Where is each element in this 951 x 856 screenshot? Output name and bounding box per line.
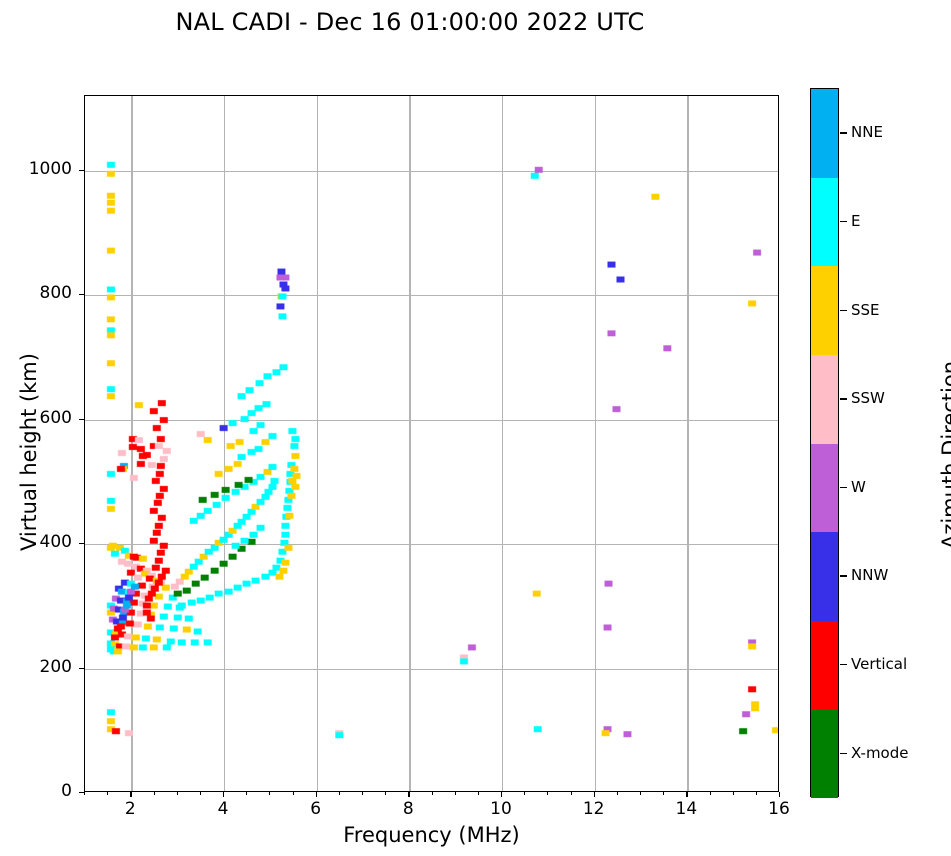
- scatter-data-layer: [85, 96, 778, 791]
- x-tick-minor: [269, 792, 271, 795]
- x-axis-title: Frequency (MHz): [343, 823, 520, 847]
- colorbar-label-w: W: [851, 477, 866, 496]
- x-tick-minor: [84, 792, 86, 795]
- colorbar: [810, 88, 839, 798]
- x-tick-label: 10: [490, 799, 512, 819]
- colorbar-label-nne: NNE: [851, 123, 883, 142]
- x-tick-minor: [176, 792, 178, 795]
- y-tick: [79, 294, 84, 296]
- x-tick-minor: [547, 792, 549, 795]
- colorbar-tick: [840, 132, 847, 134]
- x-tick-label: 16: [768, 799, 790, 819]
- colorbar-label-vertical: Vertical: [851, 655, 908, 674]
- colorbar-segment-x-mode: [811, 709, 838, 798]
- y-tick-label: 0: [61, 781, 72, 801]
- y-axis-title: Virtual height (km): [17, 353, 41, 551]
- x-tick-minor: [199, 792, 201, 795]
- colorbar-tick: [840, 486, 847, 489]
- x-tick-label: 8: [402, 799, 414, 819]
- x-tick-label: 6: [310, 799, 322, 819]
- x-tick-minor: [292, 792, 294, 795]
- y-tick-label: 600: [39, 407, 72, 428]
- x-tick-minor: [640, 792, 642, 795]
- x-tick: [130, 792, 132, 797]
- x-tick-minor: [709, 792, 711, 795]
- y-tick-label: 400: [39, 532, 72, 553]
- colorbar-segment-nnw: [811, 532, 838, 621]
- x-tick-minor: [570, 792, 572, 795]
- y-tick-label: 800: [39, 283, 72, 304]
- y-tick: [79, 543, 84, 545]
- colorbar-tick: [840, 398, 847, 400]
- colorbar-tick: [840, 575, 847, 577]
- x-tick: [686, 792, 688, 797]
- x-tick-minor: [732, 792, 734, 795]
- x-tick-minor: [454, 792, 456, 795]
- ionogram-plot: [84, 95, 779, 792]
- y-tick: [79, 418, 84, 420]
- x-tick-minor: [362, 792, 364, 795]
- x-tick: [408, 792, 410, 797]
- x-tick: [779, 792, 781, 797]
- colorbar-label-nnw: NNW: [851, 566, 889, 585]
- x-tick-minor: [246, 792, 248, 795]
- colorbar-segment-vertical: [811, 620, 838, 710]
- x-tick-minor: [524, 792, 526, 795]
- x-tick: [501, 792, 503, 797]
- colorbar-tick: [840, 220, 847, 223]
- x-tick: [315, 792, 317, 797]
- x-tick-minor: [338, 792, 340, 795]
- x-tick-minor: [616, 792, 618, 795]
- x-tick-minor: [663, 792, 665, 795]
- y-tick-label: 200: [39, 656, 72, 677]
- colorbar-segment-nne: [811, 89, 838, 178]
- colorbar-label-x-mode: X-mode: [851, 743, 909, 762]
- x-tick-minor: [385, 792, 387, 795]
- x-tick-label: 12: [582, 799, 605, 819]
- colorbar-title: Azimuth Direction: [938, 360, 951, 550]
- x-tick-label: 2: [124, 799, 136, 819]
- y-tick: [79, 169, 84, 171]
- colorbar-label-ssw: SSW: [851, 389, 885, 408]
- x-tick-minor: [107, 792, 109, 795]
- y-tick-label: 1000: [28, 158, 72, 179]
- y-tick: [79, 667, 84, 669]
- colorbar-segment-sse: [811, 266, 838, 355]
- y-tick: [79, 792, 84, 794]
- x-tick-minor: [431, 792, 433, 795]
- x-tick: [593, 792, 595, 797]
- colorbar-tick: [840, 309, 847, 311]
- x-tick-label: 4: [217, 799, 229, 819]
- x-tick-minor: [477, 792, 479, 795]
- colorbar-label-sse: SSE: [851, 300, 880, 319]
- colorbar-segment-ssw: [811, 354, 838, 444]
- x-tick-minor: [755, 792, 757, 795]
- colorbar-segment-e: [811, 177, 838, 267]
- colorbar-tick: [840, 664, 847, 666]
- x-tick-minor: [153, 792, 155, 795]
- colorbar-label-e: E: [851, 211, 861, 230]
- chart-title: NAL CADI - Dec 16 01:00:00 2022 UTC: [175, 8, 645, 36]
- colorbar-tick: [840, 752, 847, 755]
- x-tick: [223, 792, 225, 797]
- colorbar-segment-w: [811, 443, 838, 533]
- x-tick-label: 14: [675, 799, 698, 819]
